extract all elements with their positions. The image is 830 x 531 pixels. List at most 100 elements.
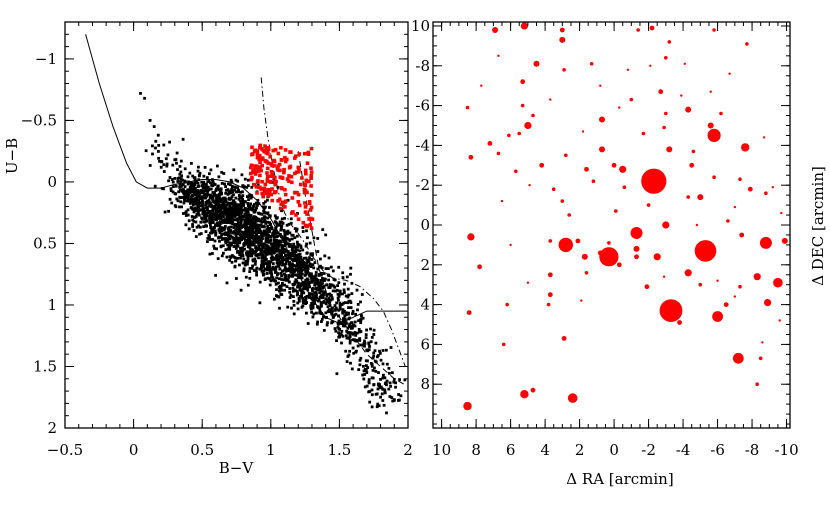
color-color-marks [85,34,408,415]
star-point [241,261,245,265]
star-point [311,315,315,319]
star-point [258,173,262,178]
star-marker [618,106,621,109]
star-point [240,195,244,199]
star-point [275,261,279,265]
star-point [306,152,311,156]
sky-position-marks [463,22,788,411]
star-point [184,210,188,214]
dec-tick-label: -6 [415,97,430,115]
ra-tick-label: 8 [471,441,481,459]
star-point [272,256,276,260]
star-point [232,218,235,222]
star-point [329,298,332,302]
star-point [248,270,252,273]
star-point [275,249,279,253]
star-point [204,203,208,207]
star-point [260,163,264,168]
star-marker [759,236,772,249]
star-point [199,204,203,208]
star-marker [745,42,749,46]
star-marker [616,262,622,268]
star-point [178,188,182,192]
star-point [244,240,247,244]
star-point [232,230,236,233]
star-point [189,200,193,204]
star-marker [509,243,512,247]
star-point [305,264,309,268]
star-point [259,223,263,227]
star-point [226,240,230,243]
star-point [205,176,209,179]
star-point [234,245,238,248]
star-point [392,398,396,401]
star-point [291,210,295,214]
star-point [314,271,318,274]
star-point [288,264,292,268]
star-point [283,258,287,261]
star-point [362,364,365,368]
star-marker [501,342,506,347]
star-point [310,280,314,284]
star-point [338,301,342,305]
star-point [241,208,245,212]
star-point [365,348,369,352]
star-point [287,244,291,248]
star-point [247,228,251,232]
star-point [299,256,303,260]
star-point [362,377,366,381]
star-point [266,276,270,280]
star-point [254,217,257,221]
star-point [245,213,249,216]
star-point [251,259,255,263]
star-point [260,232,263,236]
star-point [233,211,236,214]
star-point [236,179,240,183]
star-point [295,240,299,244]
star-point [264,267,267,271]
star-marker [567,393,578,403]
star-point [239,288,243,292]
star-point [261,245,264,248]
star-point [280,186,284,191]
star-point [371,369,375,372]
star-marker [662,275,666,278]
star-point [183,199,186,202]
star-point [238,263,241,267]
star-point [270,163,274,168]
star-point [237,239,241,243]
star-point [276,151,281,156]
star-point [304,224,309,229]
star-point [213,239,217,243]
star-point [308,273,312,277]
star-point [350,367,354,371]
star-point [264,237,268,240]
star-point [359,300,362,304]
star-point [174,184,178,188]
star-marker [551,187,556,191]
star-point [316,306,320,310]
star-point [268,179,273,184]
star-point [383,388,387,392]
star-marker [465,105,470,110]
star-point [162,170,166,173]
star-point [215,213,219,217]
star-point [278,220,282,224]
star-point [276,248,280,251]
star-point [302,285,306,289]
star-point [218,231,222,234]
star-point [188,188,191,192]
star-point [307,200,312,204]
star-point [187,227,191,231]
star-marker [664,56,668,60]
star-point [204,230,208,233]
star-point [263,159,268,163]
star-point [214,231,218,235]
star-point [227,234,230,237]
star-point [327,286,331,289]
star-point [283,192,288,197]
star-point [289,150,293,154]
star-point [367,378,371,381]
star-point [279,251,283,254]
